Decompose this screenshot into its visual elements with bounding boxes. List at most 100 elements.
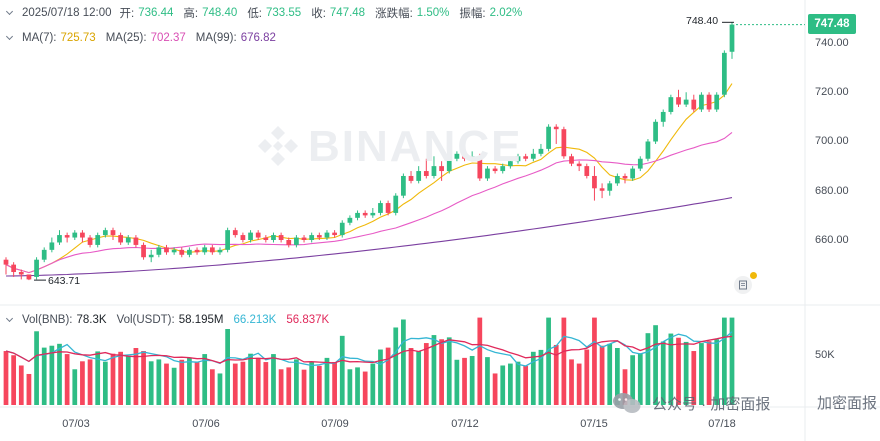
moving-average-lines xyxy=(5,83,733,277)
volume-bar xyxy=(592,317,597,405)
date-tick: 07/06 xyxy=(192,418,220,430)
volume-bar xyxy=(316,365,322,405)
date-tick: 07/15 xyxy=(580,418,608,430)
volume-bar xyxy=(408,348,414,405)
candle-body xyxy=(378,203,383,213)
price-tick: 660.00 xyxy=(815,234,849,246)
high-label: 高: xyxy=(183,8,199,20)
volume-bar xyxy=(660,341,666,405)
candle-body xyxy=(72,232,78,238)
candle-body xyxy=(592,175,597,189)
volume-bar xyxy=(179,359,185,405)
close-value: 747.48 xyxy=(329,7,366,19)
volume-bar xyxy=(309,361,315,405)
candle-body xyxy=(485,168,490,179)
candle-body xyxy=(607,183,613,191)
candle-body xyxy=(339,222,345,236)
ohlc-legend: 2025/07/18 12:00 开: 736.44 高: 748.40 低: … xyxy=(6,5,528,21)
vol-usdt-value: 58.195M xyxy=(178,314,224,326)
candle-body xyxy=(469,156,475,159)
volume-bar xyxy=(729,317,735,405)
current-price-badge: 747.48 xyxy=(808,14,856,34)
candle-body xyxy=(508,161,513,167)
volume-bar xyxy=(454,359,460,405)
volume-bar xyxy=(668,333,674,405)
candle-body xyxy=(500,166,506,172)
volume-bar xyxy=(95,351,101,405)
close-label: 收: xyxy=(311,8,326,20)
volume-bar xyxy=(584,349,590,405)
candle-body xyxy=(87,237,93,245)
candle-body xyxy=(34,259,39,277)
candlesticks xyxy=(3,22,735,281)
vol-bnb-label: Vol(BNB): xyxy=(22,314,73,326)
high-value: 748.40 xyxy=(202,7,238,19)
candle-body xyxy=(576,163,582,167)
volume-bar xyxy=(133,348,139,405)
volume-bar xyxy=(118,351,124,405)
volume-bar xyxy=(187,357,192,405)
volume-bar xyxy=(347,369,353,405)
volume-bar xyxy=(630,355,636,405)
candle-body xyxy=(240,235,246,240)
amplitude-label: 振幅: xyxy=(459,8,486,20)
candle-body xyxy=(26,274,32,280)
candle-body xyxy=(401,175,406,196)
volume-bar xyxy=(148,361,154,405)
chevron-down-icon[interactable] xyxy=(6,34,14,42)
price-tick: 740.00 xyxy=(815,37,849,49)
candle-body xyxy=(347,217,353,223)
volume-bars xyxy=(3,317,735,405)
candle-body xyxy=(3,259,9,265)
volume-bar xyxy=(569,359,574,405)
candle-body xyxy=(225,230,230,250)
candle-body xyxy=(393,195,399,213)
volume-bar xyxy=(225,329,230,405)
volume-bar xyxy=(538,349,544,405)
date-tick: 07/09 xyxy=(321,418,349,430)
candle-body xyxy=(721,52,727,95)
volume-bar xyxy=(41,347,47,405)
candle-body xyxy=(187,249,192,255)
ma-legend: MA(7): 725.73 MA(25): 702.37 MA(99): 676… xyxy=(6,32,282,44)
ma25-label: MA(25): xyxy=(105,32,147,44)
volume-bar xyxy=(546,317,551,405)
candle-body xyxy=(57,235,62,243)
volume-bar xyxy=(515,361,521,405)
candle-body xyxy=(454,153,460,159)
volume-bar xyxy=(385,347,391,405)
candle-body xyxy=(49,242,55,250)
candle-body xyxy=(523,156,529,159)
candle-body xyxy=(584,166,590,176)
high-marker-label: 748.40 xyxy=(686,15,719,27)
candle-body xyxy=(41,249,47,260)
chevron-down-icon[interactable] xyxy=(6,9,14,17)
volume-bar xyxy=(637,353,643,405)
watermark-text: BINANCE xyxy=(308,122,523,171)
candle-body xyxy=(370,212,376,216)
candle-body xyxy=(118,235,124,243)
note-icon[interactable] xyxy=(734,276,752,294)
volume-bar xyxy=(431,335,437,405)
volume-bar xyxy=(523,365,529,405)
volume-bar xyxy=(286,367,292,405)
change-label: 涨跌幅: xyxy=(375,8,413,20)
volume-bar xyxy=(469,355,475,405)
candle-body xyxy=(64,235,70,238)
candle-body xyxy=(614,175,620,184)
ma7-value: 725.73 xyxy=(60,32,96,44)
candle-body xyxy=(362,212,368,216)
ma7-label: MA(7): xyxy=(22,32,57,44)
candle-body xyxy=(538,148,544,154)
volume-bar xyxy=(194,362,200,405)
ma25-line xyxy=(5,131,733,274)
candle-body xyxy=(408,175,414,181)
chevron-down-icon[interactable] xyxy=(6,316,14,324)
candle-body xyxy=(416,171,422,181)
volume-ma-lines xyxy=(5,331,733,367)
ma99-line xyxy=(5,197,733,277)
volume-bar xyxy=(691,351,697,405)
candle-body xyxy=(385,203,391,213)
date-tick: 07/18 xyxy=(708,418,736,430)
